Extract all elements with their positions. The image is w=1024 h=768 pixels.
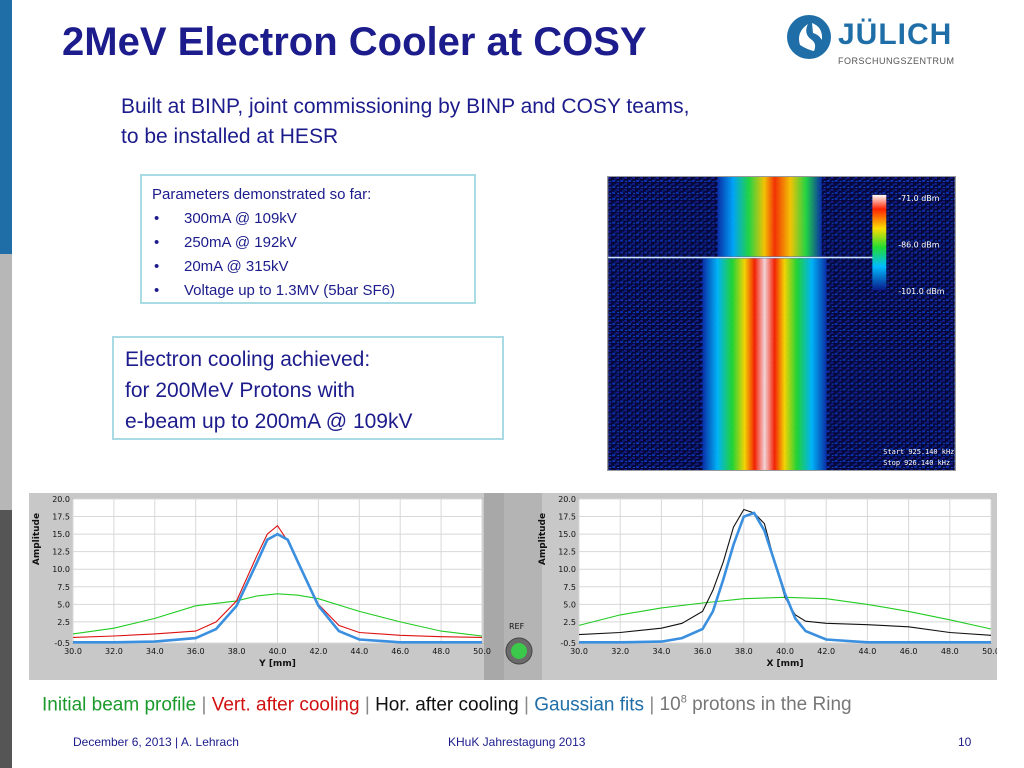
spectrum-start: Start 925.140 kHz: [883, 448, 954, 456]
legend-sep: |: [649, 694, 655, 716]
x-tick-label: 36.0: [694, 647, 712, 656]
protons-base: 10: [659, 694, 681, 716]
y-tick-label: 15.0: [558, 530, 576, 539]
y-tick-label: 15.0: [52, 530, 70, 539]
vertical-profile-chart: 20.0 17.5 15.0 12.5 10.0 7.5 5.0 2.5 -0.530.0 32.…: [32, 495, 491, 669]
legend-sep: |: [524, 694, 529, 716]
y-tick-label: 10.0: [52, 565, 70, 574]
logo-subtitle: FORSCHUNGSZENTRUM: [838, 56, 955, 66]
parameter-item: Voltage up to 1.3MV (5bar SF6): [152, 279, 464, 303]
x-tick-label: 32.0: [105, 647, 123, 656]
x-tick-label: 44.0: [858, 647, 876, 656]
profile-series-line: [578, 508, 992, 636]
y-tick-label: 5.0: [563, 600, 576, 609]
julich-logo: JÜLICH FORSCHUNGSZENTRUM: [786, 14, 956, 74]
profile-series-line: [73, 532, 482, 644]
y-tick-label: 12.5: [558, 548, 576, 557]
y-tick-label: 20.0: [558, 495, 576, 504]
x-tick-label: 30.0: [64, 647, 82, 656]
intro-line-1: Built at BINP, joint commissioning by BI…: [121, 95, 690, 118]
parameters-heading: Parameters demonstrated so far:: [152, 186, 372, 203]
parameters-box: Parameters demonstrated so far: 300mA @ …: [140, 174, 476, 304]
left-accent-bar: [0, 0, 12, 254]
x-tick-label: 46.0: [391, 647, 409, 656]
legend-vert: Vert. after cooling: [211, 694, 360, 716]
cooling-line-1: Electron cooling achieved:: [125, 348, 371, 371]
figure-legend: Initial beam profile | Vert. after cooli…: [42, 694, 852, 716]
x-tick-label: 32.0: [611, 647, 629, 656]
ref-button[interactable]: REF: [505, 622, 533, 665]
x-tick-label: 42.0: [817, 647, 835, 656]
slide-title: 2MeV Electron Cooler at COSY: [62, 20, 647, 64]
schottky-spectrogram: -71.0 dBm -86.0 dBm -101.0 dBm Start 925…: [607, 176, 956, 471]
x-tick-label: 42.0: [309, 647, 327, 656]
y-tick-label: 20.0: [52, 495, 70, 504]
cooling-line-2: for 200MeV Protons with: [125, 379, 355, 402]
x-tick-label: 40.0: [269, 647, 287, 656]
legend-hor: Hor. after cooling: [375, 694, 519, 716]
ref-label: REF: [509, 622, 525, 631]
cooling-result-box: Electron cooling achieved: for 200MeV Pr…: [112, 336, 504, 440]
x-tick-label: 36.0: [187, 647, 205, 656]
x-tick-label: 30.0: [570, 647, 588, 656]
legend-initial: Initial beam profile: [42, 694, 197, 716]
parameter-item: 250mA @ 192kV: [152, 231, 464, 255]
dbm-label-low: -101.0 dBm: [898, 287, 945, 296]
y-tick-label: 7.5: [57, 583, 70, 592]
y-tick-label: 5.0: [57, 600, 70, 609]
x-axis-label: X [mm]: [766, 659, 803, 669]
dbm-label-mid: -86.0 dBm: [898, 241, 940, 250]
footer-page-number: 10: [958, 735, 972, 749]
julich-emblem-icon: [787, 15, 831, 59]
intro-text: Built at BINP, joint commissioning by BI…: [121, 92, 689, 152]
profile-series-line: [579, 511, 991, 644]
horizontal-profile-chart: 20.0 17.5 15.0 12.5 10.0 7.5 5.0 2.5 -0.530.0 32.…: [538, 495, 997, 669]
x-tick-label: 48.0: [432, 647, 450, 656]
x-tick-label: 38.0: [228, 647, 246, 656]
dbm-label-high: -71.0 dBm: [898, 194, 940, 203]
spectrum-stop: Stop 926.140 kHz: [883, 459, 950, 467]
intro-line-2: to be installed at HESR: [121, 125, 339, 148]
y-tick-label: -0.5: [54, 639, 70, 648]
y-tick-label: 2.5: [563, 618, 576, 627]
parameters-list: 300mA @ 109kV 250mA @ 192kV 20mA @ 315kV…: [152, 207, 464, 303]
profile-series-line: [72, 524, 483, 638]
x-tick-label: 44.0: [350, 647, 368, 656]
x-tick-label: 38.0: [735, 647, 753, 656]
protons-exponent: 8: [680, 694, 687, 706]
left-dark-bar: [0, 510, 12, 768]
cooling-line-3: e-beam up to 200mA @ 109kV: [125, 410, 413, 433]
left-gray-bar: [0, 254, 12, 510]
parameter-item: 20mA @ 315kV: [152, 255, 464, 279]
logo-wordmark: JÜLICH: [838, 18, 953, 51]
y-tick-label: 17.5: [52, 513, 70, 522]
legend-sep: |: [201, 694, 207, 716]
y-tick-label: 12.5: [52, 548, 70, 557]
y-tick-label: 10.0: [558, 565, 576, 574]
x-tick-label: 34.0: [146, 647, 164, 656]
y-axis-label: Amplitude: [32, 513, 42, 565]
x-tick-label: 50.0: [473, 647, 491, 656]
x-tick-label: 46.0: [900, 647, 918, 656]
protons-suffix: protons in the Ring: [686, 694, 852, 716]
beam-profile-plots: 20.017.515.012.510.07.55.02.5-0.530.0 32.…: [29, 493, 997, 680]
x-tick-label: 34.0: [652, 647, 670, 656]
x-tick-label: 50.0: [982, 647, 997, 656]
y-tick-label: 17.5: [558, 513, 576, 522]
y-tick-label: -0.5: [560, 639, 576, 648]
legend-fits: Gaussian fits: [534, 694, 645, 716]
parameter-item: 300mA @ 109kV: [152, 207, 464, 231]
y-tick-label: 2.5: [57, 618, 70, 627]
y-tick-label: 7.5: [563, 583, 576, 592]
x-tick-label: 40.0: [776, 647, 794, 656]
x-axis-label: Y [mm]: [258, 659, 296, 669]
legend-protons: 108 protons in the Ring: [660, 694, 852, 715]
profile-series-line: [72, 593, 483, 637]
y-axis-label: Amplitude: [538, 513, 548, 565]
legend-sep: |: [364, 694, 370, 716]
footer-date-author: December 6, 2013 | A. Lehrach: [73, 735, 239, 749]
footer-event: KHuK Jahrestagung 2013: [448, 735, 586, 749]
x-tick-label: 48.0: [941, 647, 959, 656]
